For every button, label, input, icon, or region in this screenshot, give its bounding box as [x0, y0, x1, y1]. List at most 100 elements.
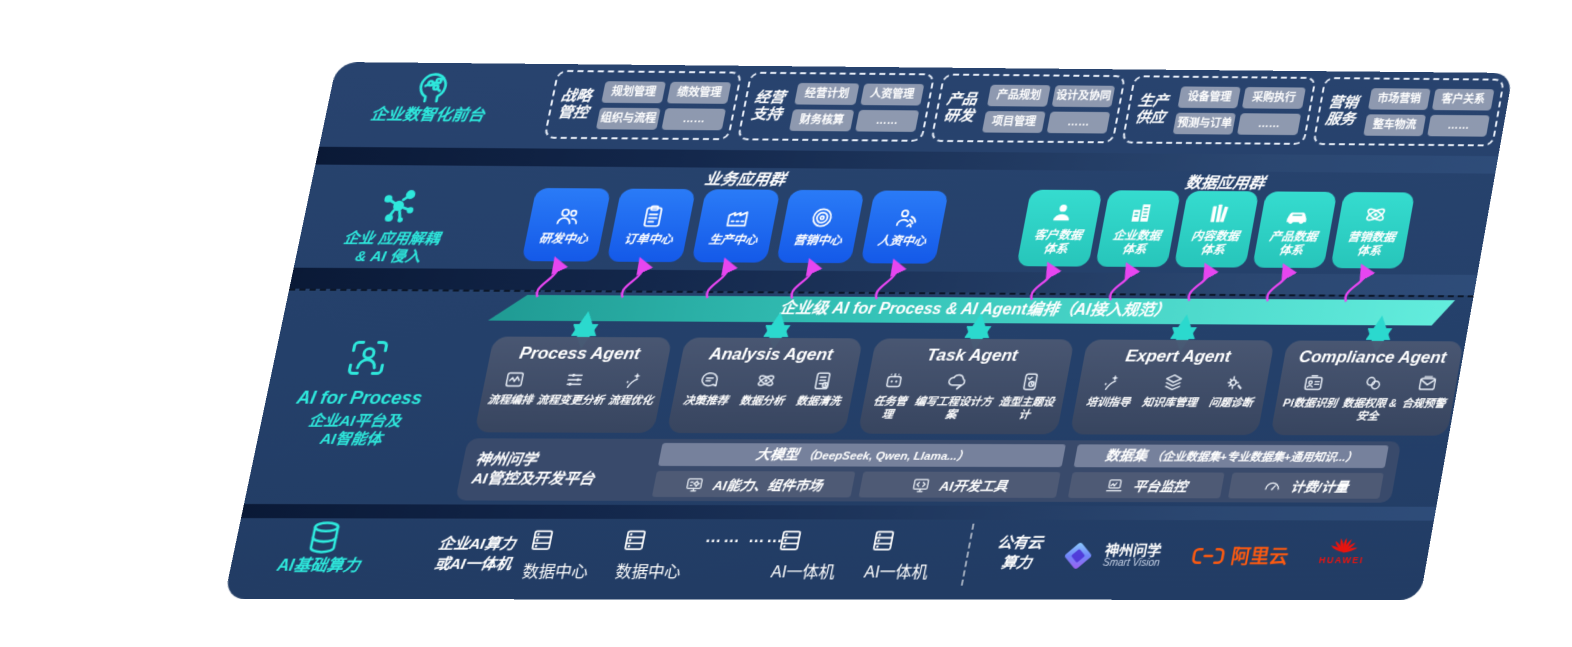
clipboard-icon — [637, 204, 668, 230]
target-icon — [807, 205, 838, 231]
huawei-text: HUAWEI — [1318, 555, 1365, 566]
data-box-product: 产品数据 体系 — [1252, 191, 1338, 269]
business-app-row: 研发中心 订单中心 生产中心 营销中心 人资中心 — [521, 187, 949, 264]
front-chip: …… — [1427, 114, 1490, 137]
feature-label: 流程编排 — [486, 394, 534, 407]
agent-title: Expert Agent — [1124, 346, 1233, 366]
knowledge-layers-icon — [1160, 371, 1186, 393]
data-box-label: 内容数据 体系 — [1190, 229, 1241, 257]
ai-orchestration-banner: 企业级 AI for Process & AI Agent编排（AI接入规范） — [488, 295, 1455, 326]
cell-platform-monitor: 平台监控 — [1067, 472, 1225, 499]
data-app-row: 客户数据 体系 企业数据 体系 内容数据 体系 产品数据 体系 营销数据 体系 — [1016, 189, 1416, 269]
front-group-product: 产品 研发 产品规划 设计及协同 项目管理 …… — [929, 73, 1127, 144]
feature-label: 决策推荐 — [682, 395, 730, 408]
database-icon — [301, 518, 348, 556]
app-box-rnd-center: 研发中心 — [521, 187, 612, 262]
feature-label: 数据权限 & 安全 — [1341, 397, 1398, 423]
server-label: 数据中心 — [520, 563, 590, 582]
front-chip: 组织与流程 — [595, 107, 662, 130]
rail-compute: AI基础算力 — [229, 518, 416, 576]
agent-title: Task Agent — [925, 345, 1020, 365]
laptop-chart-icon — [1104, 476, 1127, 495]
feature-label: 编写工程设计方案 — [913, 396, 994, 421]
scan-person-icon — [341, 336, 395, 380]
server-icon — [775, 527, 806, 553]
front-group-supply: 生产 供应 设备管理 采购执行 预测与订单 …… — [1121, 75, 1317, 145]
task-bot-icon — [881, 370, 907, 392]
feature-label: 造型主题设计 — [997, 396, 1056, 421]
feature-label: 数据清洗 — [794, 395, 842, 408]
rail-ai-platform-label-en: AI for Process — [295, 387, 425, 409]
dataset-group: 数据集 （企业数据集+专业数据集+通用知识...） 平台监控 计费/计量 — [1067, 444, 1389, 499]
front-chip: 财务核算 — [789, 108, 855, 131]
rail-decouple-label: 企业 应用解耦 & AI 侵入 — [341, 230, 442, 266]
data-analysis-icon — [753, 370, 780, 392]
smartvision-logo: 神州问学 Smart Vision — [1057, 538, 1164, 574]
front-chip: 整车物流 — [1362, 113, 1426, 136]
data-box-label: 企业数据 体系 — [1111, 228, 1162, 257]
rail-ai-platform-label-cn: 企业AI平台及 AI智能体 — [306, 412, 403, 449]
agent-title: Analysis Agent — [707, 344, 835, 364]
id-card-icon — [1301, 372, 1327, 394]
cell-billing-metering: 计费/计量 — [1227, 472, 1384, 499]
building-icon — [1126, 200, 1157, 226]
ai-appliance-item: AI一体机 — [769, 527, 844, 582]
ai-platform-panel: 神州问学 AI管控及开发平台 大模型 （DeepSeek, Qwen, Llam… — [455, 438, 1402, 503]
feature-label: 问题诊断 — [1207, 397, 1254, 410]
app-box-order-center: 订单中心 — [606, 188, 696, 263]
huawei-flower-icon — [1330, 537, 1358, 554]
data-clean-icon — [809, 370, 835, 392]
cell-label: 计费/计量 — [1289, 479, 1350, 495]
front-group-title: 营销 服务 — [1323, 94, 1360, 128]
rail-front: 企业数智化前台 — [324, 66, 539, 126]
front-group-title: 经营 支持 — [749, 89, 787, 123]
gauge-icon — [1262, 476, 1284, 495]
front-chip: 市场营销 — [1367, 87, 1431, 110]
agent-title: Process Agent — [517, 343, 642, 364]
front-chip: …… — [1237, 112, 1301, 135]
smartvision-diamond-icon — [1064, 542, 1091, 569]
front-chip: 采购执行 — [1242, 86, 1306, 109]
agent-card-task: Task Agent 任务管理 编写工程设计方案 造型主题设计 — [857, 338, 1075, 435]
front-chip: 客户关系 — [1431, 88, 1495, 111]
car-icon — [1282, 202, 1312, 228]
agent-card-process: Process Agent 流程编排 流程变更分析 流程优化 — [474, 336, 673, 433]
feature-label: 数据分析 — [738, 395, 786, 408]
feature-label: 知识库管理 — [1141, 397, 1199, 410]
front-group-marketing: 营销 服务 市场营销 客户关系 整车物流 …… — [1311, 77, 1506, 147]
agent-card-compliance: Compliance Agent PI数据识别 数据权限 & 安全 合规预警 — [1270, 340, 1464, 436]
model-group: 大模型 （DeepSeek, Qwen, Llama...） AI能力、组件市场… — [651, 442, 1066, 498]
datacenter-item: 数据中心 — [521, 527, 597, 582]
factory-icon — [722, 204, 753, 230]
front-group-operation: 经营 支持 经营计划 人资管理 财务核算 …… — [737, 71, 936, 142]
front-chip: 绩效管理 — [667, 81, 732, 104]
agent-card-expert: Expert Agent 培训指导 知识库管理 问题诊断 — [1069, 339, 1275, 436]
front-group-title: 生产 供应 — [1133, 92, 1170, 127]
server-icon — [868, 527, 899, 553]
data-box-label: 产品数据 体系 — [1268, 229, 1319, 258]
app-box-label: 人资中心 — [876, 233, 928, 248]
front-chip: …… — [661, 107, 727, 130]
front-chip: …… — [1046, 111, 1111, 134]
diagnosis-icon — [1222, 372, 1248, 394]
decision-chat-icon — [697, 369, 724, 391]
feature-label: 流程优化 — [607, 394, 655, 407]
app-box-label: 订单中心 — [622, 232, 675, 247]
atom-icon — [1360, 202, 1390, 228]
flow-orchestration-icon — [501, 368, 528, 390]
window-code-icon — [910, 475, 933, 494]
permission-icon — [1360, 372, 1386, 394]
alert-mail-icon — [1415, 373, 1441, 395]
feature-label: 培训指导 — [1085, 396, 1132, 409]
front-groups: 战略 管控 规划管理 绩效管理 组织与流程 …… 经营 支持 经营计划 人资管理… — [543, 69, 1506, 147]
team-icon — [552, 203, 584, 229]
agent-cards-row: Process Agent 流程编排 流程变更分析 流程优化 Analysis … — [474, 336, 1465, 436]
feature-label: 任务管理 — [872, 395, 908, 421]
server-label: 数据中心 — [613, 564, 683, 582]
model-header: 大模型 （DeepSeek, Qwen, Llama...） — [658, 442, 1066, 468]
business-group-header: 业务应用群 — [703, 171, 787, 189]
window-gear-icon — [683, 475, 706, 494]
molecule-icon — [373, 185, 424, 227]
data-box-label: 营销数据 体系 — [1346, 230, 1397, 258]
